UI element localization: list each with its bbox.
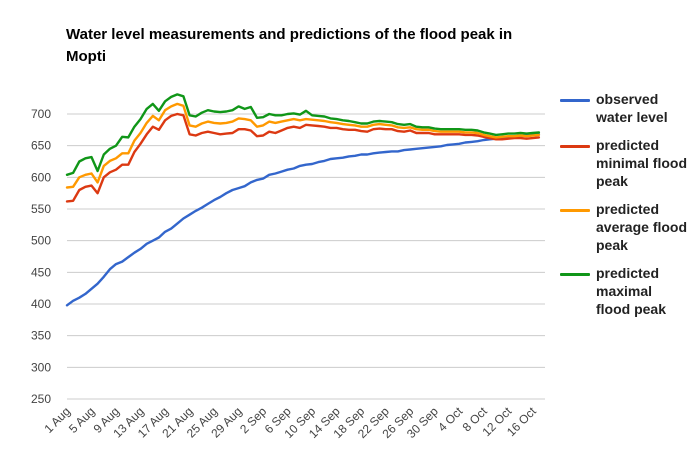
legend-swatch-observed (560, 99, 590, 102)
y-tick-label: 500 (31, 234, 51, 248)
chart-title: Water level measurements and predictions… (66, 26, 513, 65)
x-tick-label: 1 Aug (42, 404, 74, 436)
y-tick-label: 700 (31, 107, 51, 121)
legend-label-average: predicted average flood peak (596, 201, 688, 253)
legend: observed water level predicted minimal f… (560, 90, 690, 328)
y-tick-label: 600 (31, 170, 51, 184)
legend-label-maximal: predicted maximal flood peak (596, 265, 667, 317)
x-tick-label: 2 Sep (237, 404, 269, 436)
legend-swatch-maximal (560, 273, 590, 276)
x-tick-label: 4 Oct (435, 404, 466, 435)
series-line-observed[interactable] (65, 133, 541, 307)
y-tick-label: 350 (31, 329, 51, 343)
legend-item-minimal[interactable]: predicted minimal flood peak (560, 136, 690, 190)
y-tick-label: 550 (31, 202, 51, 216)
legend-label-minimal: predicted minimal flood peak (596, 137, 687, 189)
y-tick-label: 250 (31, 392, 51, 406)
legend-item-average[interactable]: predicted average flood peak (560, 200, 690, 254)
legend-item-maximal[interactable]: predicted maximal flood peak (560, 264, 690, 318)
y-tick-label: 450 (31, 265, 51, 279)
grid-layer (67, 113, 545, 400)
legend-swatch-average (560, 209, 590, 212)
y-tick-label: 400 (31, 297, 51, 311)
y-tick-label: 300 (31, 360, 51, 374)
y-tick-label: 650 (31, 139, 51, 153)
legend-item-observed[interactable]: observed water level (560, 90, 690, 126)
series-layer (65, 93, 541, 307)
legend-swatch-minimal (560, 145, 590, 148)
series-line-maximal[interactable] (65, 93, 541, 176)
x-tick-label: 5 Aug (66, 404, 98, 436)
y-axis-ticks: 250 300 350 400 450 500 550 600 650 700 (31, 107, 51, 406)
series-line-minimal[interactable] (65, 112, 541, 203)
legend-label-observed: observed water level (596, 91, 668, 125)
series-line-average[interactable] (65, 102, 541, 189)
